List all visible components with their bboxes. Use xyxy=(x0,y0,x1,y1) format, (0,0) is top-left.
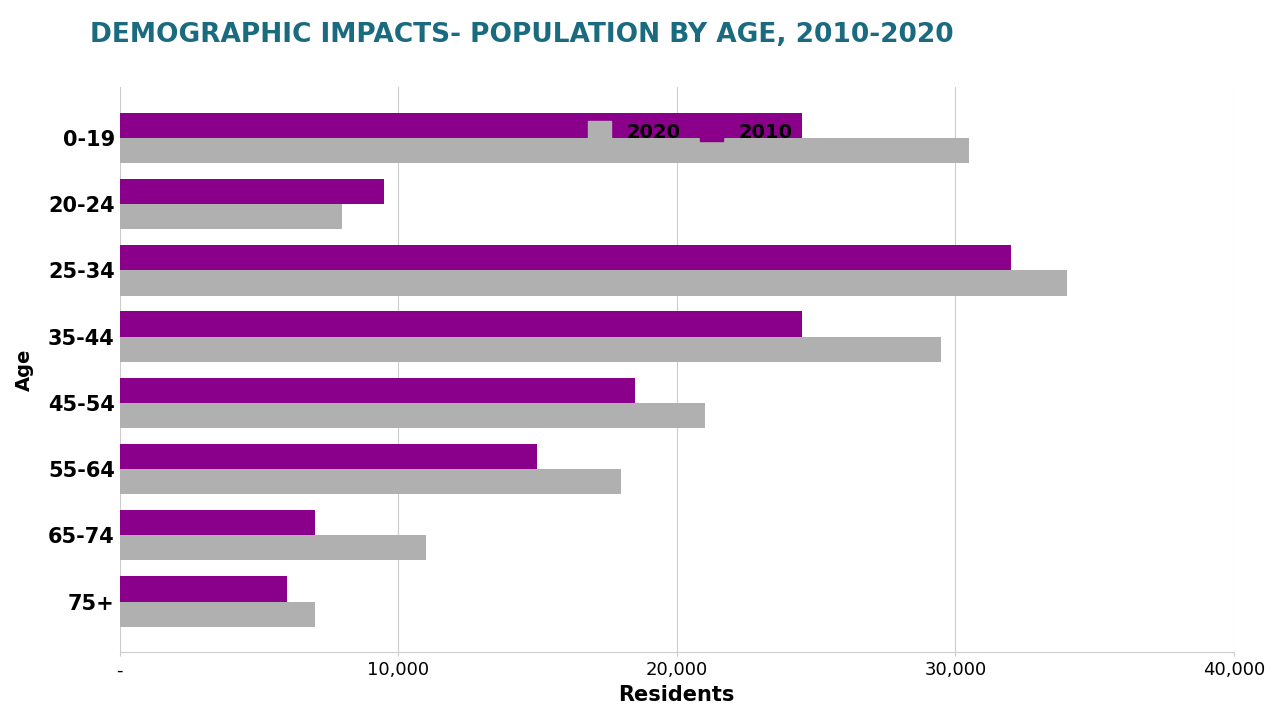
Bar xyxy=(119,510,315,535)
Y-axis label: Age: Age xyxy=(15,348,35,391)
Bar xyxy=(119,402,704,428)
Bar xyxy=(119,601,315,626)
Bar xyxy=(119,312,803,336)
X-axis label: Residents: Residents xyxy=(618,685,735,705)
Legend: 2020, 2010: 2020, 2010 xyxy=(580,114,801,150)
Bar xyxy=(119,270,1066,295)
Bar xyxy=(119,336,941,361)
Bar xyxy=(119,577,287,601)
Bar xyxy=(119,535,426,560)
Bar xyxy=(119,246,1011,270)
Bar xyxy=(119,179,384,204)
Bar xyxy=(119,204,343,229)
Text: DEMOGRAPHIC IMPACTS- POPULATION BY AGE, 2010-2020: DEMOGRAPHIC IMPACTS- POPULATION BY AGE, … xyxy=(90,22,954,48)
Bar xyxy=(119,444,538,469)
Bar xyxy=(119,469,621,494)
Bar xyxy=(119,113,803,138)
Bar xyxy=(119,138,969,163)
Bar xyxy=(119,378,635,402)
